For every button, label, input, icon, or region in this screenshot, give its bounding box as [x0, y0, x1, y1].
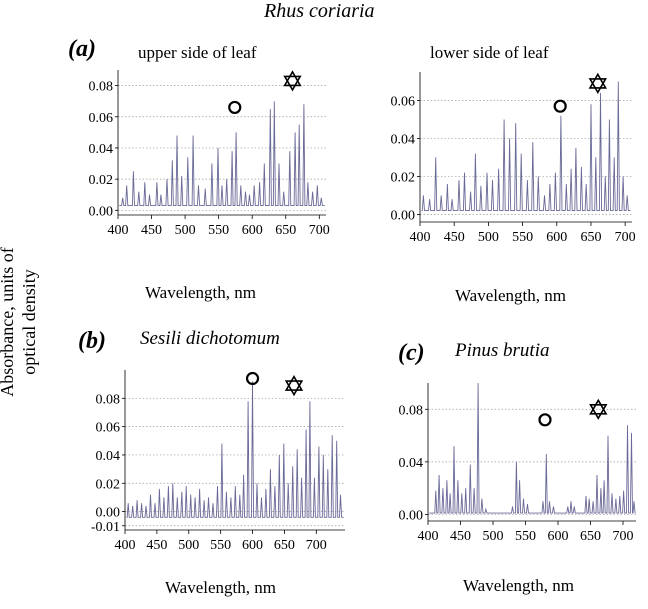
x-tick-label: 500 — [175, 223, 196, 238]
x-tick-label: 700 — [613, 529, 634, 544]
y-tick-label: 0.02 — [391, 170, 416, 185]
star-triangle — [283, 75, 302, 92]
panel-title-lower-side: lower side of leaf — [430, 43, 549, 62]
x-tick-label: 500 — [178, 538, 199, 553]
y-tick-label: 0.04 — [96, 449, 121, 464]
x-tick-label: 450 — [141, 223, 162, 238]
x-tick-label: 500 — [478, 230, 499, 245]
star-marker — [284, 375, 304, 397]
spectrum-line — [126, 381, 344, 518]
panel-title-upper-side: upper side of leaf — [138, 43, 257, 62]
y-tick-label: 0.02 — [89, 173, 114, 188]
star-triangle — [283, 70, 302, 87]
x-tick-label: 600 — [548, 529, 569, 544]
y-tick-label: 0.00 — [89, 204, 114, 219]
x-tick-label: 400 — [410, 230, 431, 245]
star-triangle — [589, 403, 608, 420]
x-tick-label: 450 — [450, 529, 471, 544]
star-marker — [588, 72, 607, 94]
x-tick-label: 600 — [242, 223, 263, 238]
x-tick-label: 450 — [146, 538, 167, 553]
x-tick-label: 450 — [444, 230, 465, 245]
y-tick-label: 0.08 — [399, 403, 424, 418]
x-tick-label: 550 — [208, 223, 229, 238]
y-tick-label: 0.00 — [391, 208, 416, 223]
x-tick-label: 700 — [615, 230, 636, 245]
x-tick-label: 700 — [309, 223, 330, 238]
y-tick-label: -0.01 — [91, 520, 120, 535]
x-tick-label: 650 — [274, 538, 295, 553]
y-tick-label: 0.06 — [96, 421, 121, 436]
y-tick-label: 0.06 — [391, 94, 416, 109]
spectrum-line — [421, 81, 631, 212]
x-tick-label: 650 — [275, 223, 296, 238]
x-axis-label-sesili: Wavelength, nm — [165, 578, 276, 597]
y-tick-label: 0.02 — [96, 477, 121, 492]
star-marker — [283, 70, 302, 92]
x-tick-label: 400 — [418, 529, 439, 544]
y-tick-label: 0.04 — [89, 142, 114, 157]
x-tick-label: 550 — [512, 230, 533, 245]
star-triangle — [284, 375, 304, 391]
circle-marker — [228, 100, 242, 115]
x-tick-label: 650 — [580, 529, 601, 544]
x-tick-label: 600 — [546, 230, 567, 245]
panel-title-pinus: Pinus brutia — [455, 340, 550, 361]
x-tick-label: 500 — [483, 529, 504, 544]
x-tick-label: 650 — [580, 230, 601, 245]
y-tick-label: 0.00 — [96, 506, 121, 521]
circle-marker — [553, 99, 567, 113]
star-triangle — [588, 72, 607, 89]
star-marker — [589, 398, 608, 420]
y-tick-label: 0.04 — [391, 132, 416, 147]
x-tick-label: 550 — [515, 529, 536, 544]
x-axis-label-lower-side: Wavelength, nm — [455, 286, 566, 305]
star-triangle — [284, 380, 304, 397]
x-tick-label: 700 — [306, 538, 327, 553]
x-tick-label: 400 — [115, 538, 136, 553]
panel-letter-c: (c) — [398, 340, 425, 366]
x-axis-label-upper-side: Wavelength, nm — [145, 283, 256, 302]
spectrum-line — [429, 382, 636, 514]
x-tick-label: 550 — [210, 538, 231, 553]
panel-letter-a: (a) — [68, 36, 96, 62]
y-tick-label: 0.00 — [399, 508, 424, 523]
spectrum-line — [119, 101, 325, 207]
circle-marker — [538, 413, 552, 427]
figure-title: Rhus coriaria — [264, 0, 375, 22]
star-triangle — [589, 398, 608, 415]
y-tick-label: 0.06 — [89, 111, 114, 126]
y-tick-label: 0.04 — [399, 456, 424, 471]
panel-title-sesili: Sesili dichotomum — [140, 328, 280, 349]
x-tick-label: 600 — [242, 538, 263, 553]
circle-marker — [245, 371, 260, 386]
star-triangle — [588, 78, 607, 94]
x-axis-label-pinus: Wavelength, nm — [463, 576, 574, 595]
x-tick-label: 400 — [108, 223, 129, 238]
y-tick-label: 0.08 — [89, 80, 114, 95]
y-tick-label: 0.08 — [96, 392, 121, 407]
panel-letter-b: (b) — [78, 328, 106, 354]
